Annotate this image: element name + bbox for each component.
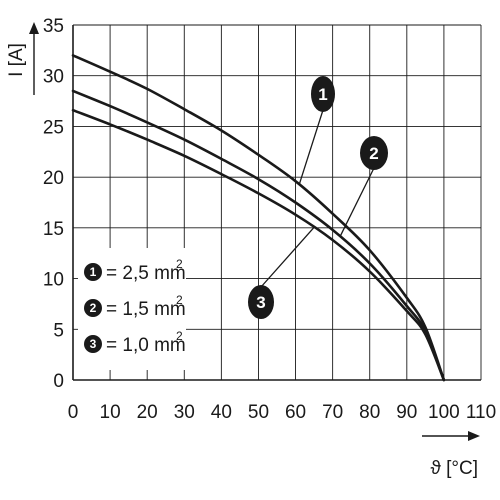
callout-badge-2 — [360, 136, 388, 170]
y-tick-label: 15 — [43, 219, 64, 240]
callout-badge-label-3: 3 — [256, 293, 265, 312]
y-tick-label: 5 — [53, 320, 64, 341]
x-tick-label: 0 — [68, 402, 79, 423]
y-tick-label: 25 — [43, 117, 64, 138]
y-tick-labels: 0 5 10 15 20 25 30 35 — [43, 16, 64, 392]
series-line-1 — [71, 54, 446, 382]
legend-badge-label-2: 2 — [90, 301, 97, 315]
callout-badge-1 — [311, 76, 335, 112]
callout-leader-2 — [339, 167, 375, 237]
y-tick-label: 10 — [43, 270, 64, 291]
x-tick-label: 80 — [359, 402, 380, 423]
series-line-3 — [71, 108, 446, 382]
x-tick-label: 20 — [137, 402, 158, 423]
legend-badge-3 — [84, 335, 102, 353]
x-tick-label: 40 — [211, 402, 232, 423]
y-tick-label: 30 — [43, 67, 64, 88]
curves — [71, 54, 446, 382]
legend-unit-sup-3: 2 — [176, 329, 183, 343]
x-tick-label: 70 — [322, 402, 343, 423]
legend-badge-label-1: 1 — [90, 265, 97, 279]
legend-label-1: = 2,5 mm — [106, 263, 186, 284]
callout-badge-label-2: 2 — [369, 144, 378, 163]
x-tick-label: 90 — [396, 402, 417, 423]
x-tick-label: 100 — [428, 402, 460, 423]
callout-leader-3 — [260, 226, 315, 288]
y-axis-title: I [A] — [6, 43, 27, 77]
grid — [72, 24, 482, 381]
legend-unit-sup-1: 2 — [176, 257, 183, 271]
y-axis-arrow-icon — [29, 22, 39, 34]
legend-badge-1 — [84, 263, 102, 281]
callouts: 1 2 3 — [248, 76, 388, 319]
x-axis-title-group: ϑ [°C] — [422, 431, 480, 479]
legend-unit-sup-2: 2 — [176, 293, 183, 307]
y-tick-label: 35 — [43, 16, 64, 37]
y-axis-title-group: I [A] — [6, 22, 39, 95]
x-tick-label: 10 — [100, 402, 121, 423]
x-axis-title: ϑ [°C] — [430, 458, 478, 479]
x-tick-label: 60 — [285, 402, 306, 423]
x-axis-arrow-icon — [468, 431, 480, 441]
legend-label-3: = 1,0 mm — [106, 335, 186, 356]
callout-badge-label-1: 1 — [318, 85, 327, 104]
series-line-2 — [71, 89, 446, 382]
legend-badge-label-3: 3 — [90, 337, 97, 351]
x-tick-labels: 0 10 20 30 40 50 60 70 80 90 100 110 — [68, 402, 496, 423]
legend-label-2: = 1,5 mm — [106, 299, 186, 320]
x-tick-label: 50 — [248, 402, 269, 423]
x-tick-label: 30 — [174, 402, 195, 423]
x-tick-label: 110 — [466, 402, 496, 423]
legend-badge-2 — [84, 299, 102, 317]
callout-badge-3 — [248, 285, 274, 319]
callout-leader-1 — [298, 109, 324, 185]
y-tick-label: 20 — [43, 168, 64, 189]
y-tick-label: 0 — [53, 371, 64, 392]
